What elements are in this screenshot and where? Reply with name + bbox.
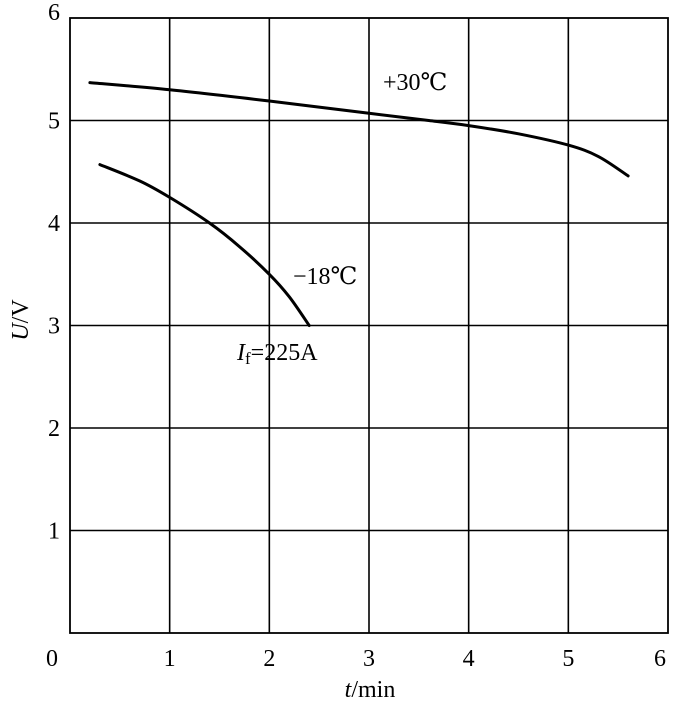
- current-symbol: I: [236, 340, 246, 366]
- current-subscript: f: [245, 349, 251, 368]
- series-label-minus18: −18℃: [293, 264, 357, 290]
- grid-layer: [70, 18, 668, 633]
- y-tick-label-2: 2: [48, 416, 60, 442]
- x-axis-unit: /min: [351, 677, 395, 703]
- y-axis-var: U: [8, 322, 34, 341]
- curve-layer: [88, 81, 630, 327]
- series-line-0: [88, 81, 630, 178]
- x-tick-label-6: 6: [654, 646, 666, 672]
- x-tick-label-3: 3: [363, 646, 375, 672]
- x-tick-label-5: 5: [562, 646, 574, 672]
- x-tick-label-4: 4: [463, 646, 475, 672]
- y-tick-label-5: 5: [48, 109, 60, 135]
- x-tick-label-0: 0: [46, 646, 58, 672]
- x-tick-label-1: 1: [164, 646, 176, 672]
- y-tick-label-3: 3: [48, 314, 60, 340]
- x-tick-labels: 0 1 2 3 4 5 6: [46, 646, 666, 672]
- y-tick-label-1: 1: [48, 519, 60, 545]
- y-tick-label-6: 6: [48, 0, 60, 26]
- y-tick-labels: 1 2 3 4 5 6: [48, 0, 60, 545]
- current-annotation: If=225A: [236, 340, 318, 368]
- current-value: =225A: [251, 340, 319, 366]
- y-axis-unit: /V: [8, 299, 34, 324]
- x-axis-var: t: [345, 677, 353, 703]
- x-axis-label: t/min: [345, 677, 396, 703]
- series-line-1: [98, 163, 311, 327]
- plot-frame: [69, 17, 669, 634]
- y-axis-label: U/V: [8, 299, 34, 341]
- y-tick-label-4: 4: [48, 211, 60, 237]
- series-label-plus30: +30℃: [383, 70, 447, 96]
- x-tick-label-2: 2: [263, 646, 275, 672]
